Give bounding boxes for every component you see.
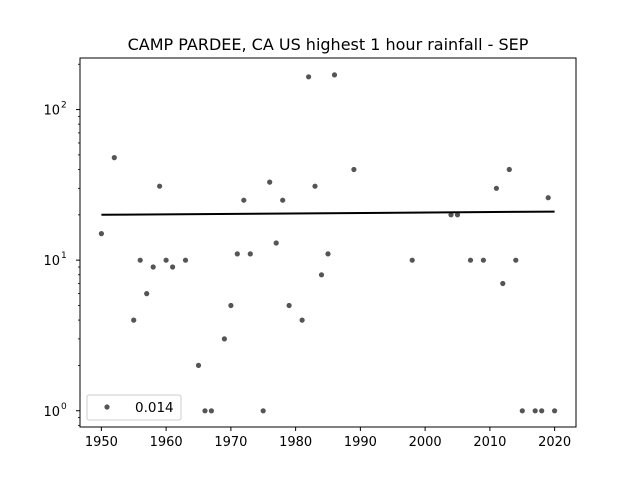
data-point xyxy=(228,302,234,309)
data-point xyxy=(532,408,538,414)
data-point xyxy=(325,251,331,257)
data-point xyxy=(273,240,279,246)
x-tick-label: 2020 xyxy=(538,435,571,450)
legend-marker xyxy=(104,404,110,410)
data-point xyxy=(157,183,163,189)
data-point xyxy=(448,212,454,218)
data-point xyxy=(137,257,143,263)
data-point xyxy=(513,257,519,263)
data-point xyxy=(221,336,227,342)
data-point xyxy=(312,183,318,189)
data-point xyxy=(144,291,150,297)
data-points xyxy=(98,72,558,414)
data-point xyxy=(545,195,551,201)
legend-label: 0.014 xyxy=(135,400,174,416)
data-point xyxy=(454,212,461,218)
data-point xyxy=(208,408,214,414)
x-tick-label: 1990 xyxy=(344,435,377,450)
x-tick-label: 1970 xyxy=(214,435,247,450)
data-point xyxy=(247,251,253,257)
data-point xyxy=(306,74,312,80)
data-point xyxy=(163,257,169,263)
data-point xyxy=(98,231,104,237)
data-point xyxy=(318,272,325,278)
data-point xyxy=(234,251,240,257)
data-point xyxy=(280,197,286,203)
data-point xyxy=(519,408,525,414)
x-tick-label: 2010 xyxy=(473,435,506,450)
data-point xyxy=(467,257,474,263)
data-point xyxy=(131,317,137,323)
data-point xyxy=(299,317,305,323)
data-point xyxy=(552,408,558,414)
data-point xyxy=(539,408,545,414)
data-point xyxy=(241,197,247,203)
data-point xyxy=(286,302,292,309)
plot-frame xyxy=(79,57,577,428)
data-point xyxy=(493,185,499,191)
trend-line-group xyxy=(101,210,555,216)
data-point xyxy=(351,166,357,173)
y-tick-label: 10 xyxy=(43,254,60,269)
data-point xyxy=(480,257,486,263)
data-point xyxy=(170,264,176,270)
y-tick-label: 10 xyxy=(43,104,60,119)
y-tick-exponent: 1 xyxy=(61,251,67,261)
data-point xyxy=(260,408,266,414)
data-point xyxy=(331,72,338,78)
x-tick-label: 2000 xyxy=(409,435,442,450)
y-tick-exponent: 0 xyxy=(61,402,67,412)
data-point xyxy=(409,257,415,263)
data-point xyxy=(150,264,156,270)
data-point xyxy=(195,362,202,368)
x-tick-label: 1950 xyxy=(85,435,118,450)
trend-line xyxy=(101,210,555,216)
y-tick-exponent: 2 xyxy=(61,101,67,111)
data-point xyxy=(500,280,506,287)
data-point xyxy=(182,257,189,263)
x-tick-label: 1980 xyxy=(279,435,312,450)
data-point xyxy=(506,166,512,173)
chart-title: CAMP PARDEE, CA US highest 1 hour rainfa… xyxy=(128,35,529,54)
y-tick-label: 10 xyxy=(43,405,60,420)
data-point xyxy=(267,179,273,185)
data-point xyxy=(202,408,208,414)
x-tick-label: 1960 xyxy=(150,435,183,450)
legend-box xyxy=(86,394,182,421)
legend: 0.014 xyxy=(86,394,182,421)
data-point xyxy=(111,155,117,161)
x-axis: 1950 1960 1970 1980 1990 2000 2010 2020 xyxy=(85,427,571,450)
